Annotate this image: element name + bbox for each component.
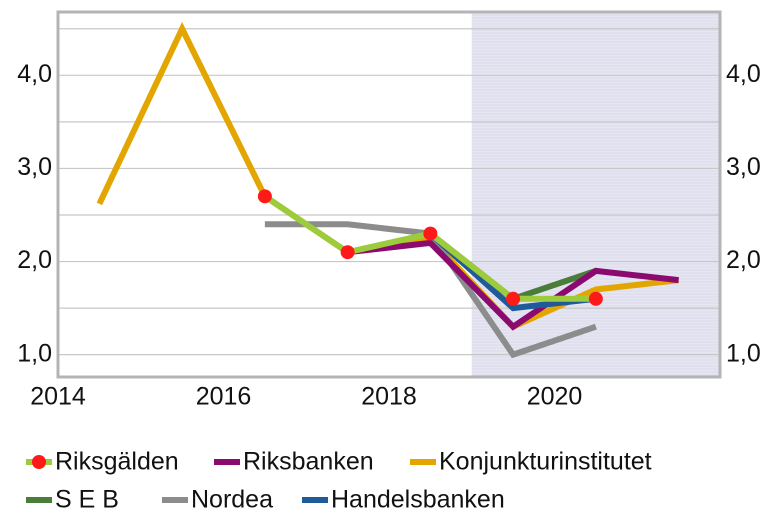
- legend-label: Handelsbanken: [331, 486, 505, 514]
- y-tick-label: 1,0: [17, 339, 52, 367]
- series-marker: [588, 291, 603, 306]
- y-tick-label: 2,0: [17, 246, 52, 274]
- y2-tick-label: 2,0: [726, 246, 761, 274]
- y2-tick-label: 4,0: [726, 60, 761, 88]
- y-tick-label: 4,0: [17, 60, 52, 88]
- legend-label: Nordea: [191, 486, 273, 514]
- legend-marker: [32, 455, 46, 469]
- legend-label: Konjunkturinstitutet: [439, 448, 652, 476]
- x-tick-label: 2014: [30, 383, 86, 411]
- series-marker: [506, 291, 521, 306]
- legend-label: S E B: [55, 486, 119, 514]
- x-tick-label: 2020: [527, 383, 583, 411]
- series-line: [347, 239, 679, 331]
- plot-frame: [56, 10, 722, 379]
- y2-tick-label: 3,0: [726, 153, 761, 181]
- legend-label: Riksgälden: [55, 448, 179, 476]
- series-marker: [340, 245, 355, 260]
- series-marker: [423, 226, 438, 241]
- legend-label: Riksbanken: [243, 448, 374, 476]
- x-tick-label: 2016: [196, 383, 252, 411]
- y2-tick-label: 1,0: [726, 339, 761, 367]
- series-marker: [257, 189, 272, 204]
- y-tick-label: 3,0: [17, 153, 52, 181]
- x-tick-label: 2018: [361, 383, 417, 411]
